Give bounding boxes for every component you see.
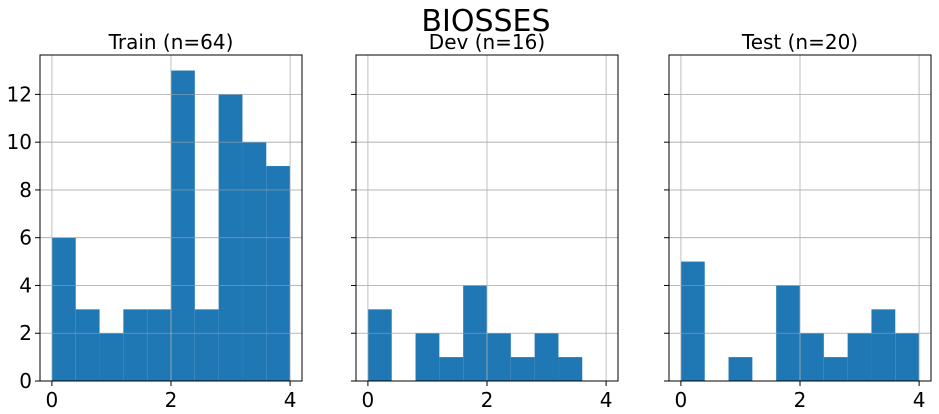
histogram-bar bbox=[728, 357, 753, 381]
figure-title: BIOSSES bbox=[421, 4, 550, 39]
x-tick-label: 0 bbox=[46, 388, 59, 412]
x-tick-label: 0 bbox=[675, 388, 688, 412]
histogram-bar bbox=[194, 309, 219, 381]
histogram-bar bbox=[415, 333, 440, 381]
y-tick-label: 2 bbox=[19, 321, 32, 345]
histogram-bar bbox=[895, 333, 920, 381]
histogram-bar bbox=[534, 333, 559, 381]
x-tick-label: 4 bbox=[600, 388, 613, 412]
x-tick-label: 2 bbox=[165, 388, 178, 412]
histogram-bar bbox=[680, 261, 705, 381]
subplot-panels: 0 2 4 0 2 4 6 8 10 12 Train (n=64) 0 2 4 Dev (n=16) 0 2 4… bbox=[7, 30, 932, 412]
histogram-bar bbox=[266, 166, 291, 381]
y-tick-label: 6 bbox=[19, 226, 32, 250]
x-tick-label: 4 bbox=[284, 388, 297, 412]
histogram-bar bbox=[871, 309, 896, 381]
subplot-title: Dev (n=16) bbox=[429, 30, 545, 54]
y-tick-label: 0 bbox=[19, 369, 32, 393]
subplot-train: 0 2 4 0 2 4 6 8 10 12 Train (n=64) bbox=[7, 30, 303, 412]
x-tick-label: 4 bbox=[913, 388, 926, 412]
histogram-bar bbox=[242, 142, 267, 381]
histogram-bar bbox=[367, 309, 392, 381]
histogram-bar bbox=[510, 357, 535, 381]
subplot-title: Test (n=20) bbox=[741, 30, 858, 54]
subplot-test: 0 2 4 Test (n=20) bbox=[664, 30, 932, 412]
histogram-bar bbox=[558, 357, 583, 381]
y-tick-label: 4 bbox=[19, 273, 32, 297]
x-tick-label: 2 bbox=[481, 388, 494, 412]
histogram-bar bbox=[847, 333, 872, 381]
histogram-bar bbox=[487, 333, 511, 381]
histogram-bar bbox=[800, 333, 824, 381]
histogram-bar bbox=[123, 309, 148, 381]
y-tick-label: 10 bbox=[7, 130, 32, 154]
x-tick-label: 2 bbox=[794, 388, 807, 412]
subplot-title: Train (n=64) bbox=[108, 30, 234, 54]
histogram-bar bbox=[75, 309, 100, 381]
x-tick-label: 0 bbox=[362, 388, 375, 412]
y-tick-label: 12 bbox=[7, 82, 32, 106]
histogram-bar bbox=[439, 357, 464, 381]
histogram-bar bbox=[51, 237, 76, 381]
histogram-bar bbox=[147, 309, 171, 381]
subplot-dev: 0 2 4 Dev (n=16) bbox=[351, 30, 619, 412]
histogram-bar bbox=[823, 357, 848, 381]
histogram-bar bbox=[171, 70, 195, 382]
histogram-bar bbox=[99, 333, 124, 381]
y-tick-label: 8 bbox=[19, 178, 32, 202]
